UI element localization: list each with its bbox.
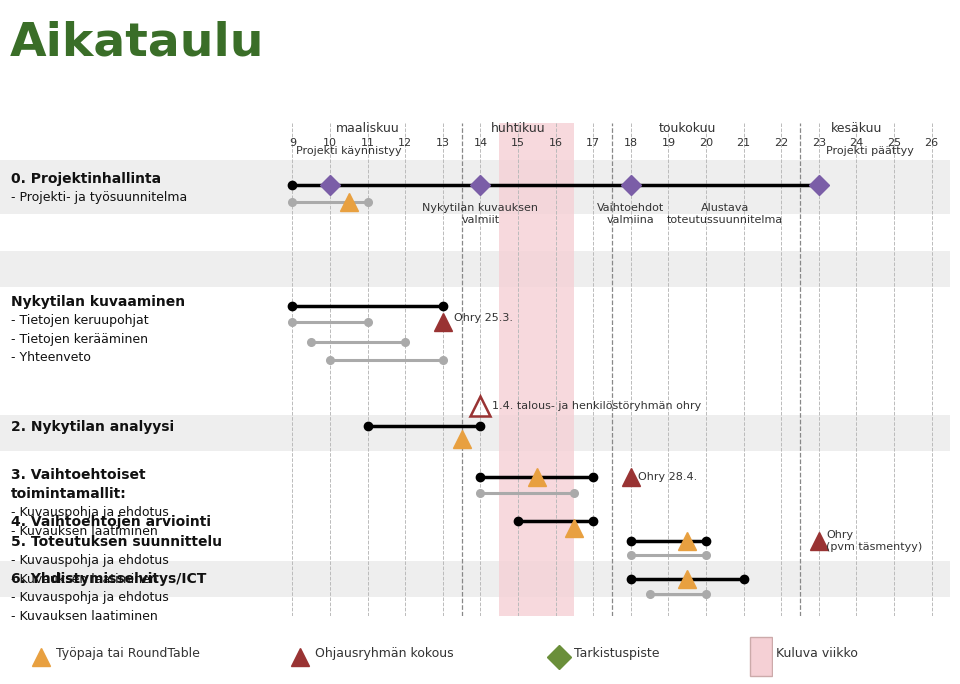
Text: 2. Nykytilan analyysi: 2. Nykytilan analyysi — [11, 421, 174, 434]
Text: - Kuvauksen laatiminen: - Kuvauksen laatiminen — [11, 609, 157, 622]
Bar — [0, 561, 274, 597]
Bar — [0, 159, 274, 214]
Text: Työpaja tai RoundTable: Työpaja tai RoundTable — [56, 646, 200, 660]
Text: - Kuvauspohja ja ehdotus: - Kuvauspohja ja ehdotus — [11, 554, 169, 567]
Text: - Tietojen kerääminen: - Tietojen kerääminen — [11, 332, 148, 345]
Text: huhtikuu: huhtikuu — [491, 122, 545, 135]
Text: toukokuu: toukokuu — [659, 122, 716, 135]
Text: maaliskuu: maaliskuu — [336, 122, 399, 135]
Text: 11: 11 — [361, 138, 374, 148]
Text: 13: 13 — [436, 138, 450, 148]
Text: 15: 15 — [511, 138, 525, 148]
Text: Tarkistuspiste: Tarkistuspiste — [574, 646, 660, 660]
Text: - Tietojen keruupohjat: - Tietojen keruupohjat — [11, 313, 149, 326]
Text: 3. Vaihtoehtoiset: 3. Vaihtoehtoiset — [11, 468, 146, 482]
Bar — [0, 415, 274, 451]
Bar — [274, 451, 950, 561]
Bar — [499, 123, 574, 616]
Text: 24: 24 — [850, 138, 864, 148]
Text: Projekti käynnistyy: Projekti käynnistyy — [296, 146, 401, 156]
Text: 0. Projektinhallinta: 0. Projektinhallinta — [11, 172, 161, 186]
Text: Aikataulu: Aikataulu — [10, 21, 264, 66]
Text: Alustava
toteutussuunnitelma: Alustava toteutussuunnitelma — [666, 203, 783, 225]
Text: Nykytilan kuvauksen
valmiit: Nykytilan kuvauksen valmiit — [422, 203, 539, 225]
Text: - Yhteenveto: - Yhteenveto — [11, 352, 91, 365]
Text: 20: 20 — [699, 138, 713, 148]
Text: 18: 18 — [624, 138, 637, 148]
Bar — [0, 287, 274, 415]
Bar — [274, 561, 950, 597]
Bar — [0, 451, 274, 561]
Text: - Kuvauksen laatiminen: - Kuvauksen laatiminen — [11, 573, 157, 586]
Bar — [274, 214, 950, 251]
Text: 21: 21 — [736, 138, 751, 148]
Text: 1.4. talous- ja henkilöstöryhmän ohry: 1.4. talous- ja henkilöstöryhmän ohry — [492, 401, 701, 411]
Text: 22: 22 — [774, 138, 788, 148]
Text: 10: 10 — [323, 138, 337, 148]
Text: 17: 17 — [587, 138, 600, 148]
Text: - Kuvauksen laatiminen: - Kuvauksen laatiminen — [11, 525, 157, 538]
Text: Ohry 28.4.: Ohry 28.4. — [638, 472, 698, 482]
Text: 4. Vaihtoehtojen arviointi: 4. Vaihtoehtojen arviointi — [11, 515, 211, 529]
Bar — [274, 287, 950, 415]
Bar — [274, 251, 950, 287]
Text: toimintamallit:: toimintamallit: — [11, 487, 127, 501]
Bar — [750, 637, 772, 676]
Text: Ohry 25.3.: Ohry 25.3. — [454, 313, 513, 324]
Text: 14: 14 — [473, 138, 488, 148]
Text: - Kuvauspohja ja ehdotus: - Kuvauspohja ja ehdotus — [11, 505, 169, 518]
Bar — [0, 214, 274, 251]
Text: 19: 19 — [661, 138, 676, 148]
Text: Ohjausryhmän kokous: Ohjausryhmän kokous — [315, 646, 453, 660]
Text: 6. Yhdistymisselvitys/ICT: 6. Yhdistymisselvitys/ICT — [11, 572, 206, 586]
Text: 9: 9 — [289, 138, 296, 148]
Bar — [274, 415, 950, 451]
Text: 25: 25 — [887, 138, 901, 148]
Text: - Projekti- ja työsuunnitelma: - Projekti- ja työsuunnitelma — [11, 192, 187, 205]
Text: 12: 12 — [398, 138, 412, 148]
Text: 23: 23 — [812, 138, 826, 148]
Bar — [0, 251, 274, 287]
Text: 26: 26 — [924, 138, 939, 148]
Text: - Kuvauspohja ja ehdotus: - Kuvauspohja ja ehdotus — [11, 591, 169, 604]
Text: kesäkuu: kesäkuu — [830, 122, 882, 135]
Bar — [274, 159, 950, 214]
Text: 16: 16 — [548, 138, 563, 148]
Text: Projekti päättyy: Projekti päättyy — [827, 146, 914, 156]
Text: Nykytilan kuvaaminen: Nykytilan kuvaaminen — [11, 295, 185, 308]
Text: Kuluva viikko: Kuluva viikko — [776, 646, 857, 660]
Text: 5. Toteutuksen suunnittelu: 5. Toteutuksen suunnittelu — [11, 536, 222, 549]
Text: Ohry
(pvm täsmentyy): Ohry (pvm täsmentyy) — [827, 530, 923, 551]
Text: Vaihtoehdot
valmiina: Vaihtoehdot valmiina — [597, 203, 664, 225]
